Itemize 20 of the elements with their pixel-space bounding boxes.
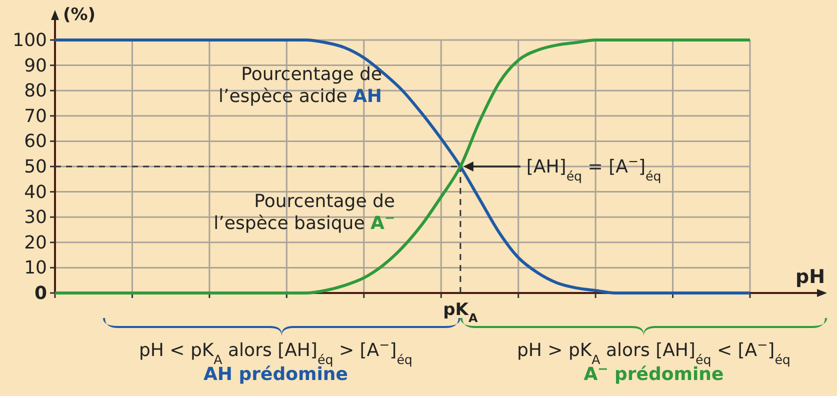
- x-axis-title: pH: [795, 266, 825, 288]
- y-tick-label: 70: [24, 106, 47, 127]
- y-tick-label: 100: [12, 30, 47, 51]
- y-tick-label: 0: [34, 283, 47, 304]
- y-tick-label: 40: [24, 182, 47, 203]
- y-tick-label: 60: [24, 131, 47, 152]
- y-tick-label: 80: [24, 80, 47, 102]
- y-tick-label: 90: [24, 55, 47, 76]
- y-tick-label: 30: [24, 207, 47, 228]
- text: pH < pK$_{A}$ alors [AH]$_{éq}$ > [A$^{−}$]$_{éq}$: [138, 336, 412, 366]
- y-tick-label: 10: [24, 258, 47, 279]
- series-label: Pourcentage de l’espèce acide AH: [218, 64, 382, 107]
- line-series: [54, 38, 752, 294]
- y-tick-label: 20: [24, 232, 47, 254]
- series-label: Pourcentage de l’espèce basique A$^{−}$: [214, 191, 395, 234]
- annotation: [AH]$_{éq}$ = [A$^{−}$]$_{éq}$: [526, 153, 662, 183]
- y-axis-title: (%): [63, 5, 96, 25]
- y-tick-label: 50: [24, 156, 47, 178]
- text: AH prédomine: [203, 364, 348, 385]
- text: pK$_{A}$: [443, 300, 478, 325]
